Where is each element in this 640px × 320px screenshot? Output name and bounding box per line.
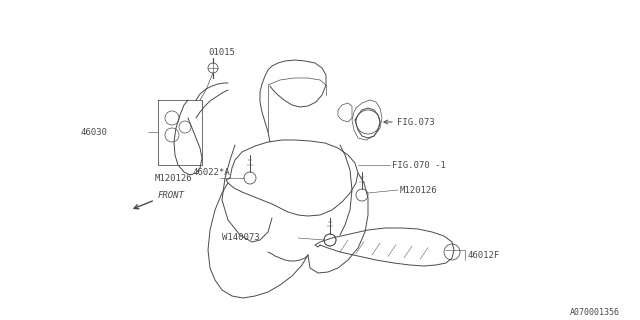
Text: 46012F: 46012F [467, 251, 499, 260]
Text: W140073: W140073 [222, 234, 260, 243]
Text: A070001356: A070001356 [570, 308, 620, 317]
Text: FIG.070 -1: FIG.070 -1 [392, 161, 445, 170]
Text: 01015: 01015 [208, 47, 235, 57]
Text: FRONT: FRONT [158, 191, 185, 201]
Text: 46022*A: 46022*A [192, 167, 230, 177]
Text: FIG.073: FIG.073 [397, 117, 435, 126]
Text: 46030: 46030 [80, 127, 107, 137]
Text: M120126: M120126 [155, 173, 193, 182]
Text: M120126: M120126 [400, 186, 438, 195]
